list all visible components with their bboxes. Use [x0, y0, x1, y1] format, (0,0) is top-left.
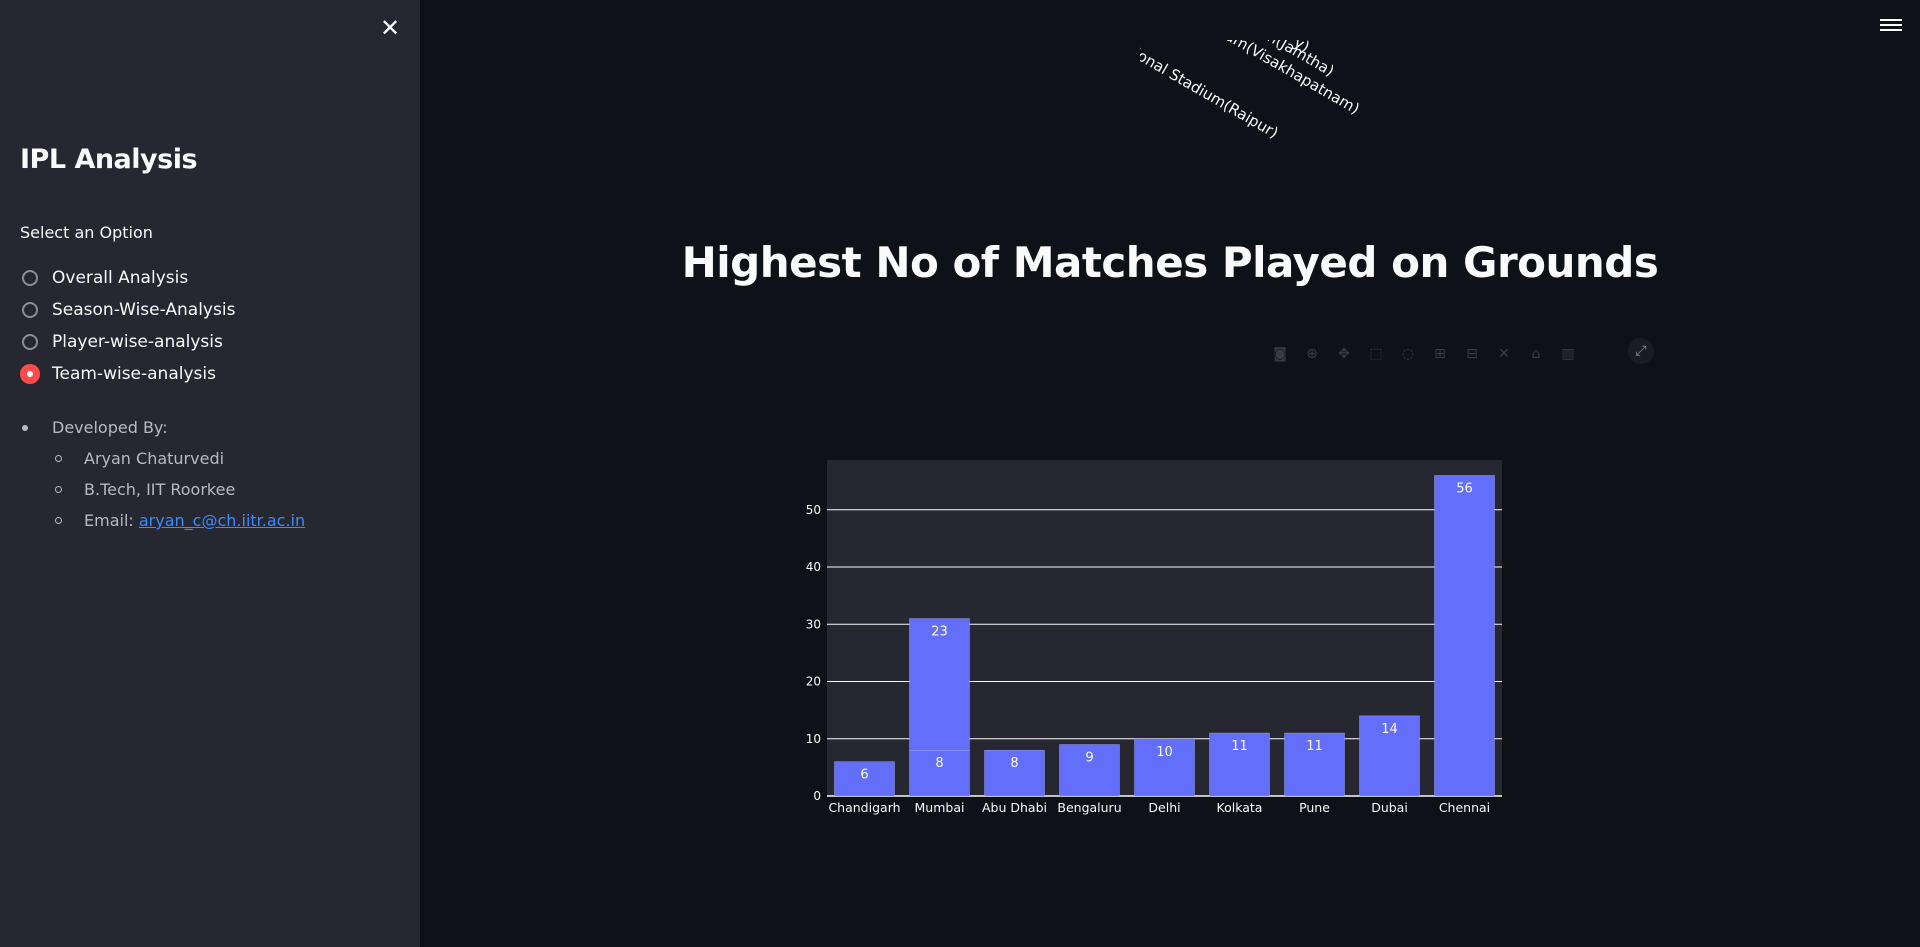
y-tick-label: 10 — [806, 732, 821, 746]
x-tick-label: Abu Dhabi — [982, 800, 1047, 815]
radio-label: Season-Wise-Analysis — [52, 300, 236, 320]
page-title: Highest No of Matches Played on Grounds — [681, 238, 1659, 287]
chart-modebar: ◙ ⊕ ✥ ⬚ ◌ ⊞ ⊟ ✕ ⌂ ▥ — [1272, 346, 1576, 362]
radio-checked-icon[interactable] — [20, 364, 40, 384]
bar[interactable] — [1284, 732, 1345, 797]
hamburger-menu-icon[interactable] — [1880, 16, 1902, 38]
y-tick-label: 40 — [806, 560, 821, 574]
radio-overall-analysis[interactable]: Overall Analysis — [22, 262, 235, 294]
autoscale-icon[interactable]: ✕ — [1498, 346, 1510, 362]
radio-unchecked-icon[interactable] — [22, 270, 38, 286]
y-tick-label: 30 — [806, 617, 821, 631]
x-tick-label: Mumbai — [915, 800, 965, 815]
bar-data-label: 6 — [860, 768, 868, 783]
bar-data-label: 9 — [1085, 750, 1093, 765]
bar[interactable] — [1209, 732, 1270, 797]
list-item: B.Tech, IIT Roorkee — [22, 474, 305, 505]
radio-label: Team-wise-analysis — [52, 364, 216, 384]
bars: 6 8 23 8 9 10 11 11 14 56 — [834, 475, 1495, 797]
radio-unchecked-icon[interactable] — [22, 334, 38, 350]
bar-data-label: 11 — [1231, 739, 1248, 754]
bullet-icon — [55, 486, 62, 493]
bar[interactable] — [984, 749, 1045, 797]
radio-player-wise-analysis[interactable]: Player-wise-analysis — [22, 326, 235, 358]
x-tick-label: Delhi — [1148, 800, 1180, 815]
reset-axes-icon[interactable]: ⌂ — [1531, 346, 1541, 362]
x-tick-label: Dubai — [1371, 800, 1408, 815]
bar[interactable] — [1134, 738, 1195, 797]
bullet-icon — [55, 517, 62, 524]
list-item: Aryan Chaturvedi — [22, 443, 305, 474]
radio-label: Overall Analysis — [52, 268, 189, 288]
previous-chart-tick-labels: ernational Stadium(Raipur) DCA Cricket S… — [1140, 40, 1540, 180]
zoom-icon[interactable]: ⊕ — [1306, 346, 1318, 362]
y-tick-label: 50 — [806, 503, 821, 517]
list-item: Email: aryan_c@ch.iitr.ac.in — [22, 505, 305, 536]
developed-by-label: Developed By: — [52, 418, 168, 437]
x-tick-label: Chennai — [1439, 800, 1490, 815]
radio-season-wise-analysis[interactable]: Season-Wise-Analysis — [22, 294, 235, 326]
bar[interactable] — [834, 761, 895, 797]
zoom-out-icon[interactable]: ⊟ — [1466, 346, 1478, 362]
select-icon[interactable]: ⬚ — [1369, 346, 1383, 362]
email-label: Email: — [84, 511, 134, 530]
radio-label: Player-wise-analysis — [52, 332, 223, 352]
plotly-logo-icon[interactable]: ▥ — [1561, 346, 1575, 362]
camera-icon[interactable]: ◙ — [1273, 346, 1287, 362]
zoom-in-icon[interactable]: ⊞ — [1434, 346, 1446, 362]
x-tick-label: Kolkata — [1217, 800, 1263, 815]
sidebar: ✕ IPL Analysis Select an Option Overall … — [0, 0, 420, 947]
bullet-icon — [22, 424, 28, 431]
developer-info: Developed By: Aryan Chaturvedi B.Tech, I… — [22, 412, 305, 536]
bar-data-label: 8 — [935, 756, 943, 771]
analysis-radio-group: Overall Analysis Season-Wise-Analysis Pl… — [20, 262, 235, 390]
bar[interactable] — [909, 618, 970, 751]
bullet-icon — [55, 455, 62, 462]
close-icon[interactable]: ✕ — [379, 14, 401, 42]
x-tick-label: Bengaluru — [1057, 800, 1121, 815]
x-tick-label: Pune — [1299, 800, 1330, 815]
bar-data-label: 14 — [1381, 722, 1398, 737]
bar-data-label: 10 — [1156, 745, 1173, 760]
developer-name: Aryan Chaturvedi — [84, 449, 225, 468]
select-option-label: Select an Option — [20, 223, 153, 242]
radio-unchecked-icon[interactable] — [22, 302, 38, 318]
bar-chart: 6 8 23 8 9 10 11 11 14 56 0 10 20 30 40 50 Chandigarh M… — [806, 460, 1502, 815]
bar[interactable] — [1059, 744, 1120, 797]
fullscreen-icon[interactable]: ⤢ — [1628, 338, 1654, 364]
x-axis-ticks: Chandigarh Mumbai Abu Dhabi Bengaluru Delhi K… — [828, 800, 1490, 815]
developer-degree: B.Tech, IIT Roorkee — [84, 480, 236, 499]
y-tick-label: 0 — [813, 789, 821, 803]
sidebar-title: IPL Analysis — [20, 144, 198, 175]
radio-team-wise-analysis[interactable]: Team-wise-analysis — [20, 358, 235, 390]
bar[interactable] — [1359, 715, 1420, 797]
email-link[interactable]: aryan_c@ch.iitr.ac.in — [138, 511, 306, 530]
bar[interactable] — [1434, 475, 1495, 797]
pan-icon[interactable]: ✥ — [1338, 346, 1350, 362]
bar-data-label: 8 — [1010, 756, 1018, 771]
bar-data-label: 23 — [931, 625, 948, 640]
x-tick-label: Chandigarh — [828, 800, 900, 815]
y-tick-label: 20 — [806, 675, 821, 689]
y-axis-ticks: 0 10 20 30 40 50 — [806, 503, 821, 803]
lasso-icon[interactable]: ◌ — [1401, 346, 1415, 362]
list-item: Developed By: — [22, 412, 305, 443]
bar-data-label: 11 — [1306, 739, 1323, 754]
bar-data-label: 56 — [1456, 481, 1473, 496]
